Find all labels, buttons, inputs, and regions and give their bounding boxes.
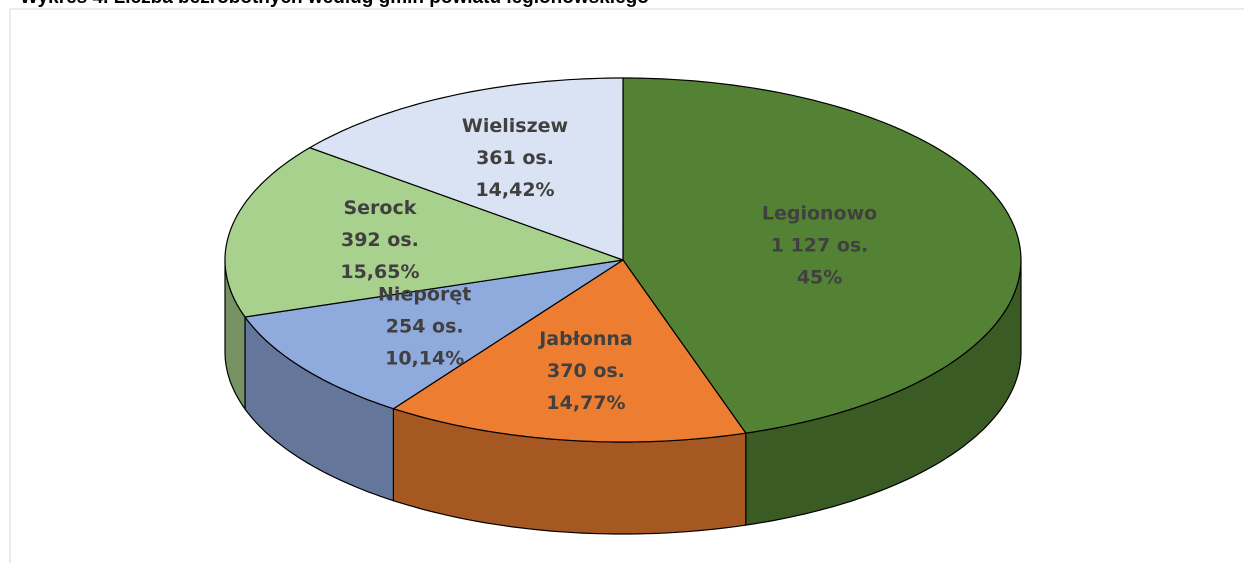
slice bbox=[308, 77, 624, 261]
percentage-label: 14,42% bbox=[475, 179, 554, 201]
slice bbox=[243, 259, 624, 410]
slice-name: Jabłonna bbox=[537, 328, 632, 350]
slice-name: Wieliszew bbox=[462, 115, 568, 137]
percentage-label: 45% bbox=[797, 266, 842, 288]
percentage-label: 10,14% bbox=[385, 348, 464, 370]
value-label: 1 127 os. bbox=[771, 234, 869, 256]
slice-name: Nieporęt bbox=[378, 284, 471, 306]
labels: Legionowo 1 127 os. 45% Jabłonna 370 os. 14,7… bbox=[340, 115, 877, 414]
percentage-label: 14,77% bbox=[546, 392, 625, 414]
value-label: 370 os. bbox=[547, 360, 625, 382]
percentage-label: 15,65% bbox=[340, 261, 419, 283]
pie bbox=[224, 77, 1022, 535]
chart-title: Wykres 4. Liczba bezrobotnych według gmi… bbox=[20, 0, 649, 8]
slice bbox=[224, 147, 624, 318]
value-label: 361 os. bbox=[476, 147, 554, 169]
slice-name: Legionowo bbox=[762, 202, 877, 224]
slice bbox=[391, 259, 747, 443]
slice bbox=[622, 77, 1022, 434]
slice-name: Serock bbox=[343, 197, 416, 219]
value-label: 392 os. bbox=[341, 229, 419, 251]
value-label: 254 os. bbox=[386, 316, 464, 338]
